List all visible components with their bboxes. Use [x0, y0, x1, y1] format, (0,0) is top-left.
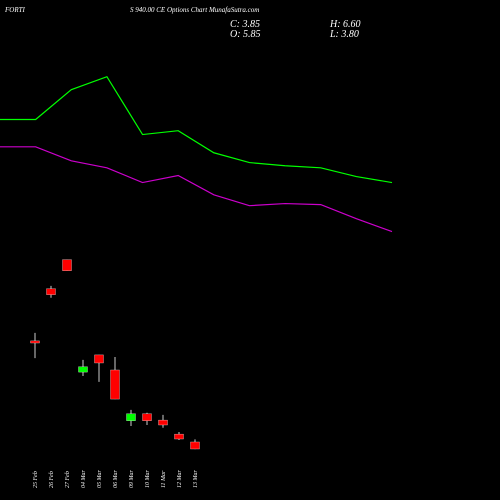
x-tick-label: 04 Mar: [80, 470, 87, 488]
info-low: L: 3.80: [329, 29, 359, 40]
chart-title: FORTI: [4, 6, 26, 14]
candle-body: [46, 288, 56, 295]
candle-body: [174, 433, 184, 440]
line-series: [0, 146, 393, 233]
info-close: C: 3.85: [230, 19, 260, 30]
info-high: H: 6.60: [329, 19, 361, 30]
x-tick-label: 13 Mar: [193, 470, 199, 488]
x-tick-label: 26 Feb: [49, 471, 55, 488]
candle-body: [110, 369, 120, 400]
x-tick-label: 25 Feb: [33, 471, 39, 488]
info-open: O: 5.85: [230, 29, 261, 40]
candle-body: [158, 419, 168, 426]
x-tick-label: 09 Mar: [129, 470, 135, 488]
candle-body: [78, 366, 88, 373]
candle-body: [30, 340, 40, 344]
candle-body: [62, 259, 72, 271]
x-tick-label: 05 Mar: [97, 470, 103, 488]
x-tick-label: 27 Feb: [65, 471, 71, 488]
candle-body: [94, 354, 104, 364]
chart-title: S 940.00 CE Options Chart MunafaSutra.co…: [130, 6, 259, 14]
x-tick-label: 10 Mar: [145, 470, 151, 488]
x-tick-label: 11 Mar: [161, 470, 167, 488]
candle-body: [190, 441, 200, 450]
x-tick-label: 06 Mar: [113, 470, 119, 488]
x-tick-label: 12 Mar: [177, 470, 183, 488]
candle-body: [126, 413, 136, 421]
candle-body: [142, 413, 152, 421]
line-series: [0, 75, 393, 184]
